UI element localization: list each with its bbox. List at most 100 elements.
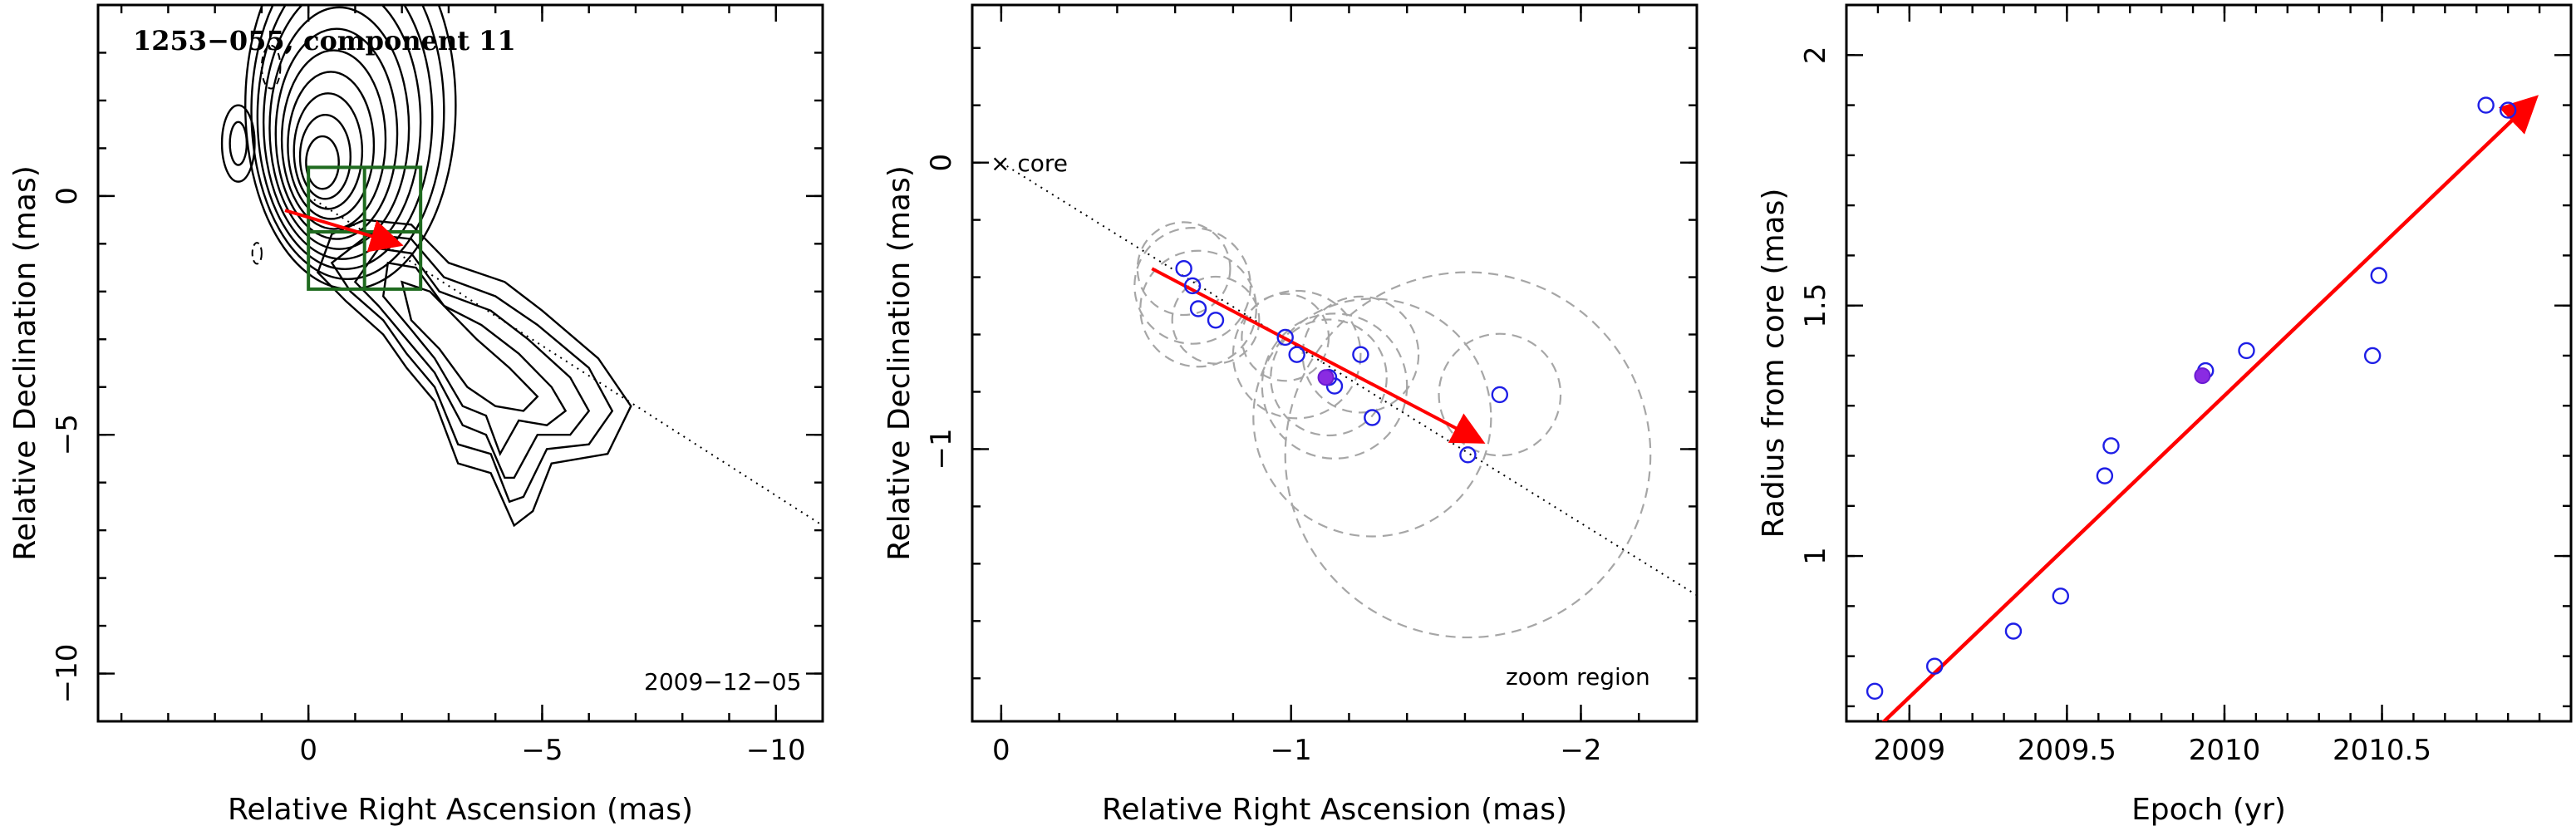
beam-circle — [1171, 275, 1261, 365]
beam-circle — [1252, 297, 1492, 538]
core-contour — [268, 6, 410, 250]
radius-point — [2499, 101, 2517, 119]
jet-contour — [330, 233, 614, 504]
highlighted-epoch-point — [2194, 367, 2211, 385]
motion-arrow-left — [284, 209, 404, 253]
side-contour-inner — [229, 120, 248, 166]
beam-circle — [1270, 318, 1388, 437]
highlighted-epoch-point — [1317, 369, 1335, 386]
core-contour — [280, 49, 387, 230]
x-tick-label: 0 — [992, 734, 1010, 767]
panel-right-ticks: 2009 2009.5 2010 2010.5 1 1.5 2 — [1799, 5, 2573, 767]
negative-contour — [260, 44, 282, 90]
core-label: × core — [991, 150, 1068, 177]
component-position-point — [1364, 409, 1381, 426]
core-contour — [250, 5, 445, 280]
core-contour — [298, 113, 351, 200]
panel-left-title: 1253−055, component 11 — [133, 25, 516, 57]
panel-right-frame — [1845, 3, 2573, 723]
component-position-point — [1491, 386, 1509, 404]
panel-middle-ticks: 0 −1 −2 0 −1 — [925, 5, 1697, 767]
radius-point — [2238, 342, 2255, 360]
panel-left-ticks: 0 −5 −10 0 −5 −10 — [51, 3, 824, 767]
component-position-point — [1189, 300, 1207, 317]
x-tick-label: −5 — [521, 734, 563, 767]
beam-circle — [1139, 249, 1257, 368]
beam-circle — [1231, 289, 1362, 420]
x-tick-label: 0 — [299, 734, 317, 767]
jet-contour — [317, 219, 632, 528]
y-tick-label: −5 — [51, 414, 84, 455]
panel-middle-frame — [971, 3, 1698, 723]
radius-point — [2363, 347, 2382, 365]
radius-point — [2102, 437, 2120, 455]
component-position-point — [1183, 277, 1202, 295]
component-position-point — [1288, 346, 1305, 363]
beam-circle — [1136, 221, 1231, 317]
panel-right: 2009 2009.5 2010 2010.5 1 1.5 2 Epoch (yr) Rad… — [1757, 3, 2573, 827]
panel-middle-xlabel: Relative Right Ascension (mas) — [1102, 793, 1567, 827]
y-tick-label: 0 — [51, 187, 84, 205]
core-contour — [262, 5, 422, 260]
radius-point — [2052, 588, 2070, 605]
beam-circle — [1301, 295, 1420, 414]
radius-point — [2096, 467, 2114, 484]
jet-contour — [401, 280, 539, 412]
zoom-region-label: zoom region — [1506, 663, 1650, 691]
panel-left-frame — [96, 3, 824, 723]
x-tick-label: 2010.5 — [2333, 734, 2431, 767]
fit-arrow-right — [1881, 95, 2539, 721]
component-position-point — [1459, 446, 1477, 464]
y-tick-label: −10 — [51, 644, 84, 704]
panel-left-date-label: 2009−12−05 — [644, 668, 801, 696]
component-position-point — [1352, 346, 1369, 363]
panel-left-xlabel: Relative Right Ascension (mas) — [228, 793, 693, 827]
radius-point — [2004, 622, 2023, 640]
panel-middle-ylabel: Relative Declination (mas) — [882, 165, 917, 561]
component-position-point — [1276, 328, 1294, 347]
y-tick-label: 2 — [1799, 46, 1832, 64]
y-tick-label: 1.5 — [1799, 283, 1832, 328]
y-tick-label: 1 — [1799, 547, 1832, 565]
component-position-point — [1207, 312, 1225, 329]
core-contour — [305, 135, 340, 190]
jet-contour — [381, 261, 568, 457]
panel-middle: 0 −1 −2 0 −1 × core zoom region Relative Rig… — [882, 3, 1698, 827]
x-tick-label: −1 — [1271, 734, 1312, 767]
panel-left: 0 −5 −10 0 −5 −10 1253−055, component 11 2009… — [8, 3, 824, 827]
motion-arrow-middle — [1151, 267, 1486, 444]
component-position-point — [1325, 377, 1344, 395]
trend-line-left — [307, 195, 823, 527]
component-position-point — [1175, 260, 1192, 278]
radius-point — [1866, 682, 1884, 701]
x-tick-label: −10 — [746, 734, 806, 767]
y-tick-label: −1 — [925, 428, 958, 470]
core-contour — [293, 92, 364, 210]
y-tick-label: 0 — [925, 154, 958, 172]
beam-circle — [1261, 312, 1408, 460]
radius-point — [2370, 267, 2387, 284]
core-contour — [287, 71, 376, 220]
radius-point — [2477, 96, 2495, 114]
radius-point — [1925, 657, 1944, 675]
trend-line-middle — [1000, 161, 1697, 597]
panel-right-xlabel: Epoch (yr) — [2131, 793, 2286, 827]
panel-right-ylabel: Radius from core (mas) — [1757, 189, 1791, 538]
side-contour — [220, 104, 256, 183]
beam-circle — [1438, 332, 1562, 457]
x-tick-label: 2009.5 — [2018, 734, 2116, 767]
core-contour — [256, 5, 434, 270]
beam-circle — [1133, 227, 1251, 345]
contour-map — [220, 5, 632, 528]
negative-contour — [251, 242, 263, 265]
beam-circle — [1284, 271, 1652, 639]
beam-circles — [1133, 221, 1652, 639]
x-tick-label: 2010 — [2189, 734, 2261, 767]
x-tick-label: −2 — [1560, 734, 1601, 767]
component-positions — [1175, 260, 1509, 464]
x-tick-label: 2009 — [1874, 734, 1946, 767]
jet-contour — [353, 247, 591, 479]
panel-left-ylabel: Relative Declination (mas) — [8, 165, 42, 561]
radius-points — [1866, 96, 2517, 701]
